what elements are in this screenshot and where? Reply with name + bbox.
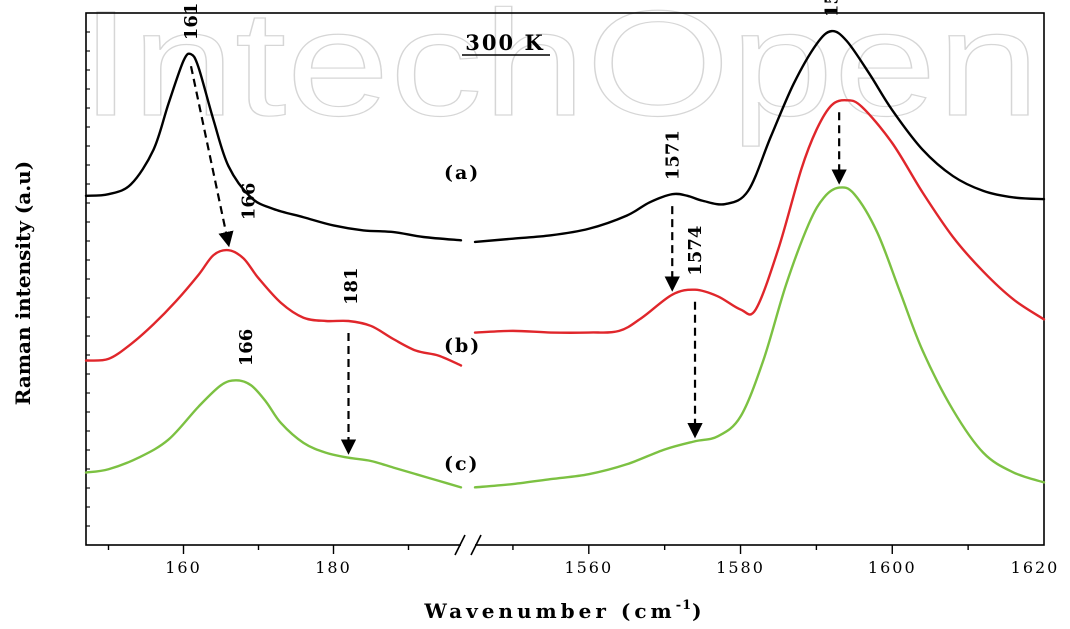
series-layer bbox=[84, 29, 1046, 489]
axis-break-gap bbox=[461, 538, 475, 552]
x-tick-label-right: 1620 bbox=[1011, 558, 1060, 577]
annotation-layer: 161 166 181 166 1571 1592 1574 bbox=[181, 0, 843, 366]
series-label-b: (b) bbox=[444, 335, 481, 357]
x-tick-label-right: 1560 bbox=[564, 558, 613, 577]
x-tick-label-right: 1580 bbox=[716, 558, 765, 577]
x-tick-label-right: 1600 bbox=[868, 558, 917, 577]
peak-label-1574: 1574 bbox=[685, 226, 706, 276]
peak-shift-arrow-0 bbox=[189, 65, 234, 248]
peak-label-161: 161 bbox=[181, 3, 202, 41]
peak-label-166: 166 bbox=[236, 329, 257, 367]
x-axis-ticks: 160 180 1560 1580 1600 1620 bbox=[107, 545, 1060, 577]
x-tick-label-left: 180 bbox=[315, 558, 352, 577]
arrow-layer bbox=[189, 65, 847, 455]
y-axis-ticks bbox=[86, 31, 90, 527]
peak-label-166: 166 bbox=[239, 183, 260, 221]
series-2-right-line bbox=[473, 186, 1046, 489]
series-1-left-line bbox=[84, 248, 463, 367]
peak-label-181: 181 bbox=[341, 267, 362, 305]
x-axis-label-main: Wavenumber (cm bbox=[423, 599, 675, 623]
x-tick-label-left: 160 bbox=[165, 558, 202, 577]
watermark-text: IntechOpen bbox=[80, 0, 1040, 147]
peak-label-1592: 1592 bbox=[822, 0, 843, 17]
axis-break-mark bbox=[470, 534, 482, 556]
x-axis-label-unit-exponent: -1 bbox=[676, 598, 692, 613]
series-0-left-line bbox=[84, 52, 463, 242]
series-2-left-line bbox=[84, 379, 463, 489]
y-axis-label: Raman intensity (a.u) bbox=[11, 161, 35, 405]
peak-label-1571: 1571 bbox=[662, 130, 683, 180]
series-label-a: (a) bbox=[444, 162, 480, 184]
series-0-right-line bbox=[473, 29, 1046, 244]
x-axis-label-close: ) bbox=[692, 599, 705, 623]
x-axis-label: Wavenumber (cm-1) bbox=[423, 598, 705, 623]
series-label-c: (c) bbox=[444, 453, 480, 475]
series-1-right-line bbox=[473, 99, 1046, 334]
axis-break-mark bbox=[454, 534, 466, 556]
chart-title: 300 K bbox=[465, 30, 544, 55]
